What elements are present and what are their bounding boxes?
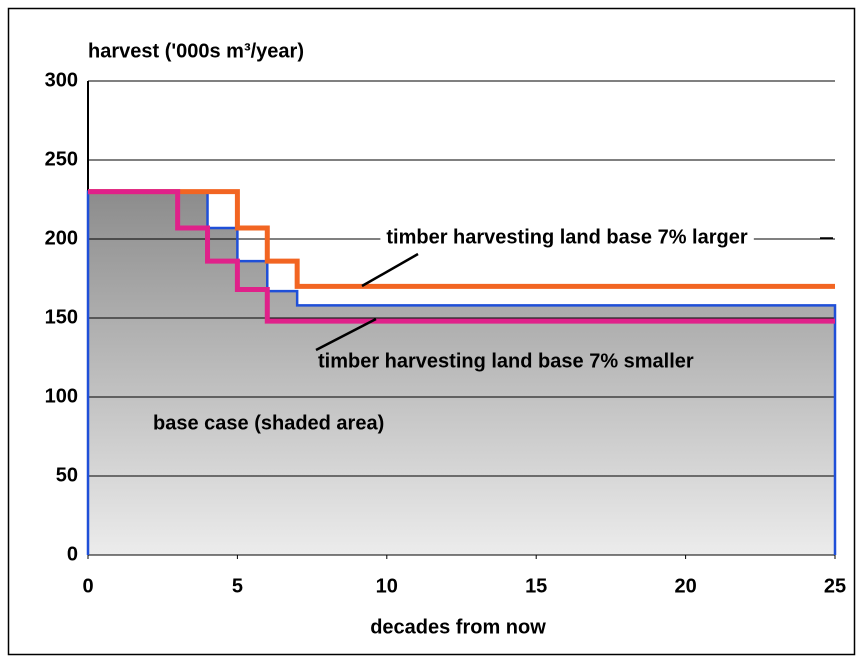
y-tick-label: 0 <box>67 543 78 565</box>
shaded-area <box>88 191 835 555</box>
y-tick-label: 250 <box>45 148 78 170</box>
annotation-bg <box>380 226 754 249</box>
series-annotation: base case (shaded area) <box>153 412 384 434</box>
x-axis-label: decades from now <box>370 616 546 638</box>
series-annotation: timber harvesting land base 7% smaller <box>318 350 694 372</box>
x-tick-label: 10 <box>376 575 398 597</box>
frame <box>7 7 856 656</box>
x-tick-label: 25 <box>824 575 846 597</box>
y-tick-label: 50 <box>56 464 78 486</box>
y-tick-label: 300 <box>45 69 78 91</box>
y-tick-label: 100 <box>45 385 78 407</box>
leader-line <box>361 252 419 288</box>
y-tick-label: 200 <box>45 227 78 249</box>
x-tick-label: 5 <box>232 575 243 597</box>
step-line <box>88 189 835 324</box>
series-annotation: timber harvesting land base 7% larger <box>386 226 747 248</box>
step-line <box>88 189 835 289</box>
leader-line <box>315 317 377 352</box>
x-tick-label: 20 <box>674 575 696 597</box>
x-tick-label: 15 <box>525 575 547 597</box>
x-tick-label: 0 <box>82 575 93 597</box>
y-tick-label: 150 <box>45 306 78 328</box>
chart-title: harvest ('000s m³/year) <box>88 40 304 62</box>
